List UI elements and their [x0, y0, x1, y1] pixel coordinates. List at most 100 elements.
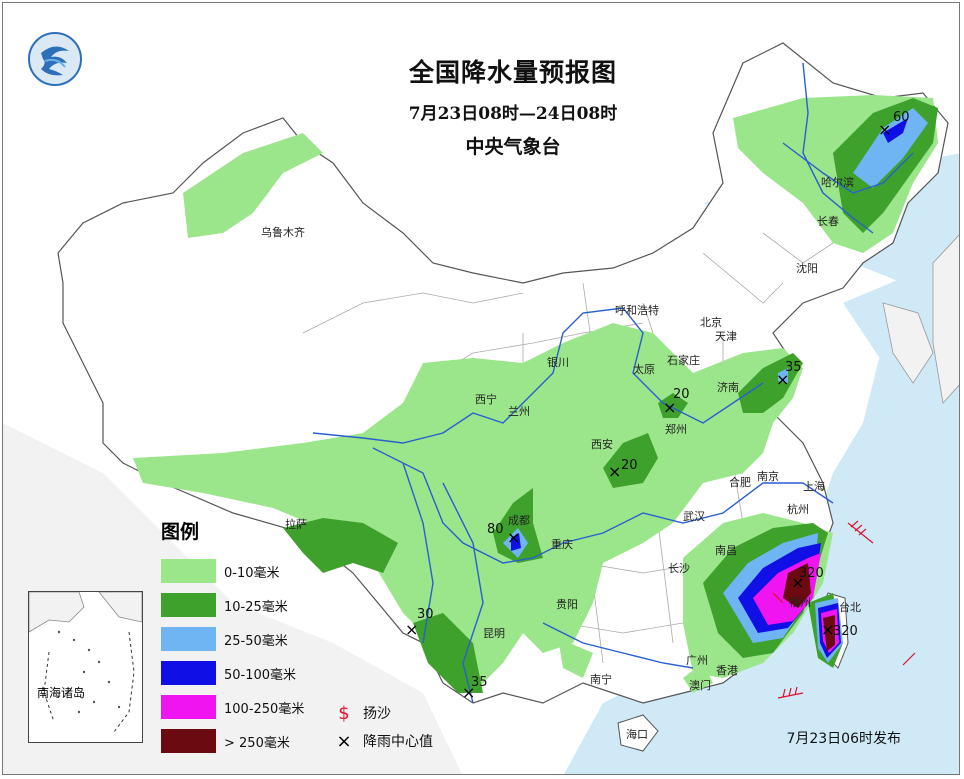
legend-title: 图例 [161, 521, 200, 543]
rain-center-value: 35 [471, 675, 488, 690]
legend-swatch [161, 729, 216, 753]
wind-barbs [772, 520, 916, 699]
legend-swatch [161, 695, 216, 719]
symbol-legend-item: $ 扬沙 [329, 699, 433, 727]
legend-label: 10-25毫米 [224, 599, 288, 615]
city-label-shenyang: 沈阳 [796, 261, 818, 275]
city-label-urumqi: 乌鲁木齐 [261, 225, 305, 239]
cma-logo-icon [28, 32, 82, 86]
rain-center-value: 30 [417, 607, 434, 622]
legend-swatch [161, 559, 216, 583]
city-label-guangzhou: 广州 [686, 654, 708, 667]
neighbor-land-japan [932, 234, 959, 404]
rain-center-value: 60 [893, 110, 910, 125]
legend-label: > 250毫米 [224, 735, 290, 751]
sea-area [564, 153, 959, 774]
legend-item: 100-250毫米 [161, 690, 331, 724]
city-label-guiyang: 贵阳 [556, 598, 578, 611]
inset-map [28, 591, 143, 733]
legend-swatch [161, 627, 216, 651]
city-label-xian: 西安 [591, 437, 613, 451]
city-label-changsha: 长沙 [668, 562, 690, 575]
rain-center-value: 35 [785, 360, 802, 375]
city-label-tianjin: 天津 [715, 330, 737, 343]
city-label-lanzhou: 兰州 [508, 405, 530, 418]
hainan-island [617, 714, 659, 752]
rain-center-marker: × [878, 120, 891, 139]
city-label-chengdu: 成都 [508, 514, 530, 527]
city-label-macau: 澳门 [689, 678, 711, 692]
rain-center-markers: × × × × × × × × × [405, 120, 891, 702]
title-block: 全国降水量预报图 7月23日08时—24日08时 中央气象台 [303, 53, 723, 159]
issue-time: 7月23日06时发布 [786, 731, 901, 747]
sand-icon: $ [338, 702, 350, 724]
symbol-legend-item: × 降雨中心值 [329, 727, 433, 755]
symbol-legend-label: 扬沙 [363, 706, 391, 722]
legend-label: 100-250毫米 [224, 701, 305, 717]
city-label-changchun: 长春 [817, 215, 839, 228]
rain-center-marker: × [776, 370, 789, 389]
symbol-legend: $ 扬沙 × 降雨中心值 [329, 699, 433, 755]
city-label-xining: 西宁 [475, 392, 497, 406]
legend-item: 10-25毫米 [161, 588, 331, 622]
city-label-nanchang: 南昌 [715, 544, 737, 557]
city-label-nanjing: 南京 [757, 469, 779, 483]
city-label-harbin: 哈尔滨 [821, 175, 854, 189]
rain-center-value: 320 [833, 624, 858, 639]
rain-center-marker: × [507, 528, 520, 547]
rain-center-value: 320 [799, 566, 824, 581]
legend-item: 25-50毫米 [161, 622, 331, 656]
neighbor-land-korea [882, 302, 934, 384]
rain-center-marker: × [608, 462, 621, 481]
map-title: 全国降水量预报图 [408, 58, 617, 87]
city-label-lhasa: 拉萨 [285, 517, 307, 531]
issuing-organization: 中央气象台 [465, 136, 561, 158]
legend-item: 50-100毫米 [161, 656, 331, 690]
legend-swatch [161, 661, 216, 685]
rain-center-values: 60 35 20 20 80 30 35 320 320 [417, 110, 910, 690]
city-label-kunming: 昆明 [483, 627, 505, 640]
city-label-hefei: 合肥 [729, 475, 751, 489]
rain-over-250 [783, 563, 835, 651]
rain-center-marker: × [405, 620, 418, 639]
legend-item: 0-10毫米 [161, 554, 331, 588]
legend-label: 50-100毫米 [224, 667, 297, 683]
rain-center-marker: × [462, 683, 475, 702]
cma-logo [27, 31, 83, 87]
rain-center-value: 20 [673, 387, 690, 402]
city-label-jinan: 济南 [717, 380, 739, 394]
rivers [312, 62, 914, 704]
forecast-period: 7月23日08时—24日08时 [408, 104, 618, 124]
city-label-beijing: 北京 [700, 315, 722, 329]
city-label-nanning: 南宁 [590, 672, 612, 686]
legend-label: 0-10毫米 [224, 565, 280, 581]
city-label-hongkong: 香港 [716, 664, 738, 677]
city-label-hohhot: 呼和浩特 [615, 303, 659, 317]
city-label-haikou: 海口 [626, 727, 648, 741]
rain-center-icon: × [336, 730, 352, 752]
rain-center-value: 80 [487, 522, 504, 537]
city-label-yinchuan: 银川 [547, 355, 569, 369]
legend: 图例 0-10毫米 10-25毫米 25-50毫米 50-100毫米 100-2… [161, 517, 331, 758]
legend-item: > 250毫米 [161, 724, 331, 758]
inset-label: 南海诸岛 [37, 686, 86, 700]
city-label-zhengzhou: 郑州 [665, 422, 687, 436]
city-label-taibei: 台北 [839, 600, 861, 614]
rain-center-marker: × [791, 573, 804, 592]
city-labels: 乌鲁木齐 哈尔滨 长春 沈阳 呼和浩特 北京 天津 石家庄 太原 济南 银川 西… [261, 175, 861, 741]
city-label-shijiazhuang: 石家庄 [667, 353, 700, 367]
city-label-shanghai: 上海 [803, 479, 825, 493]
legend-label: 25-50毫米 [224, 633, 288, 649]
city-label-taiyuan: 太原 [633, 363, 655, 376]
rain-center-value: 20 [621, 458, 638, 473]
legend-swatch [161, 593, 216, 617]
rain-center-marker: × [821, 620, 834, 639]
rain-center-marker: × [663, 398, 676, 417]
city-label-fuzhou: 福州 [789, 595, 811, 609]
symbol-legend-label: 降雨中心值 [363, 734, 433, 750]
city-label-hangzhou: 杭州 [787, 502, 809, 516]
city-label-chongqing: 重庆 [551, 537, 573, 551]
city-label-wuhan: 武汉 [683, 510, 705, 523]
south-china-sea-inset: 南海诸岛 [28, 591, 143, 743]
